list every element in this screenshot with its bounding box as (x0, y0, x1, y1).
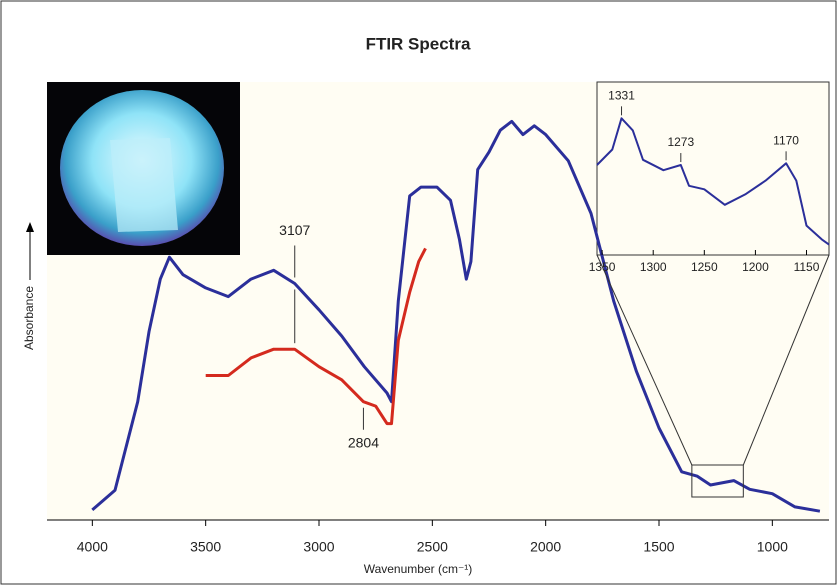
y-axis-label: Absorbance (22, 286, 36, 350)
x-tick-label: 3500 (190, 539, 221, 555)
annotation: 1331 (608, 89, 635, 103)
x-tick-label: 3000 (303, 539, 334, 555)
x-tick-label: 2000 (530, 539, 561, 555)
zoom-line (742, 254, 830, 466)
annotation: 1170 (773, 133, 799, 147)
x-tick-label: 1250 (691, 260, 718, 274)
x-tick-label: 2500 (417, 539, 448, 555)
zoom-line (596, 254, 693, 466)
annotation: 2804 (348, 434, 379, 450)
x-tick-label: 1500 (643, 539, 674, 555)
y-arrow-head (26, 222, 34, 232)
spectrum-line (91, 119, 821, 513)
annotation: 3107 (279, 222, 310, 238)
x-tick-label: 4000 (77, 539, 108, 555)
x-tick-label: 1000 (757, 539, 788, 555)
x-tick-label: 1150 (794, 260, 820, 274)
chart-title: FTIR Spectra (366, 34, 471, 53)
annotation: 1273 (667, 135, 694, 149)
zoom-box (691, 464, 744, 498)
spectrum-line (205, 247, 427, 426)
spectrum-line (596, 117, 830, 246)
x-tick-label: 1200 (742, 260, 769, 274)
x-axis-label: Wavenumber (cm⁻¹) (364, 562, 473, 576)
inset (596, 81, 830, 256)
x-tick-label: 1300 (640, 260, 667, 274)
photo (47, 82, 240, 255)
